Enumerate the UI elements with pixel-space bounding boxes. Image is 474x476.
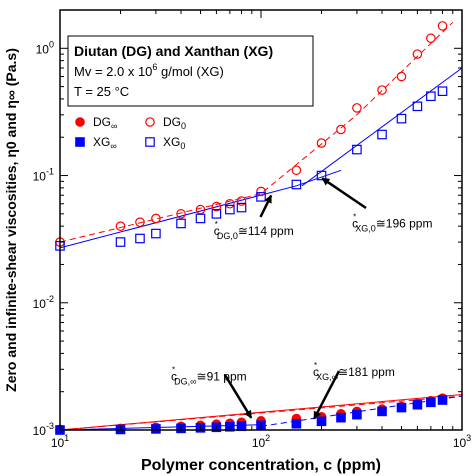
tick-label: 100 — [36, 39, 54, 56]
info-line: T = 25 °C — [74, 84, 129, 99]
data-point — [151, 213, 161, 224]
annotations: c*DG,0≅114 ppm c*XG,0≅196 ppm c*DG,∞≅91 pp… — [171, 177, 432, 420]
data-point — [236, 202, 247, 213]
fit-line — [59, 395, 463, 431]
data-point — [437, 86, 448, 97]
x-axis-label: Polymer concentration, c (ppm) — [141, 457, 381, 474]
tick-label: 103 — [453, 433, 471, 450]
tick-label: 102 — [252, 433, 270, 450]
data-point — [437, 21, 448, 31]
data-point — [75, 117, 85, 127]
data-markers — [55, 21, 448, 435]
data-point — [336, 124, 346, 135]
data-point — [396, 402, 407, 413]
annotation-label: c*DG,∞≅91 ppm — [171, 365, 247, 386]
annotation-arrow — [259, 194, 273, 218]
data-point — [291, 179, 302, 190]
fit-line — [59, 169, 342, 249]
info-box: Diutan (DG) and Xanthan (XG) Mv = 2.0 x 1… — [67, 35, 314, 107]
data-point — [195, 213, 206, 224]
tick-label: 101 — [51, 433, 69, 450]
data-point — [352, 103, 362, 113]
data-point — [236, 196, 247, 206]
info-line: Diutan (DG) and Xanthan (XG) — [74, 43, 273, 59]
data-point — [437, 395, 448, 405]
data-point — [316, 416, 327, 427]
fit-line — [59, 394, 463, 431]
data-point — [145, 137, 155, 147]
annotation-arrow — [313, 370, 341, 420]
data-point — [377, 406, 387, 417]
data-point — [426, 91, 436, 102]
data-point — [225, 198, 235, 209]
data-point — [211, 209, 222, 219]
data-point — [115, 221, 126, 231]
data-point — [377, 85, 387, 95]
data-point — [135, 217, 145, 227]
legend-label: DG0 — [163, 115, 186, 131]
legend-label: XG∞ — [93, 135, 117, 151]
info-line: Mv = 2.0 x 106 g/mol (XG) — [74, 62, 224, 79]
data-point — [377, 129, 387, 140]
tick-label: 10-2 — [33, 294, 54, 311]
data-point — [396, 71, 407, 82]
data-point — [352, 144, 362, 155]
annotation-label: c*DG,0≅114 ppm — [214, 220, 294, 241]
tick-labels: 101 102 103 10-3 10-2 10-1 100 — [33, 39, 472, 450]
annotation-arrow — [321, 177, 367, 210]
data-point — [225, 204, 235, 215]
tick-label: 10-3 — [33, 421, 54, 438]
annotation-label: c*XG,∞≅181 ppm — [313, 361, 395, 382]
data-point — [256, 186, 266, 197]
y-axis-label: Zero and infinite-shear viscosities, η0 … — [3, 48, 19, 392]
info-frame — [67, 35, 314, 107]
data-point — [211, 201, 222, 212]
data-point — [412, 49, 423, 59]
data-point — [291, 165, 302, 176]
legend: DG∞ DG0 XG∞ XG0 — [75, 115, 186, 151]
data-point — [195, 204, 206, 215]
data-point — [336, 412, 346, 423]
data-point — [176, 209, 186, 219]
data-point — [151, 228, 161, 239]
data-point — [426, 397, 436, 408]
data-point — [75, 137, 85, 147]
legend-label: XG0 — [163, 135, 185, 151]
data-point — [412, 101, 423, 112]
data-point — [426, 33, 436, 44]
data-point — [291, 418, 302, 429]
annotation-label: c*XG,0≅196 ppm — [352, 213, 432, 234]
axis-ticks — [59, 9, 463, 431]
data-point — [176, 218, 186, 229]
data-point — [135, 233, 145, 244]
data-point — [316, 138, 327, 148]
data-point — [396, 113, 407, 124]
data-point — [115, 237, 126, 247]
fit-line — [301, 67, 463, 187]
annotation-arrow — [223, 373, 253, 419]
legend-label: DG∞ — [93, 115, 117, 131]
data-point — [352, 409, 362, 420]
tick-label: 10-1 — [33, 167, 54, 184]
data-point — [412, 399, 423, 410]
data-point — [145, 117, 155, 127]
